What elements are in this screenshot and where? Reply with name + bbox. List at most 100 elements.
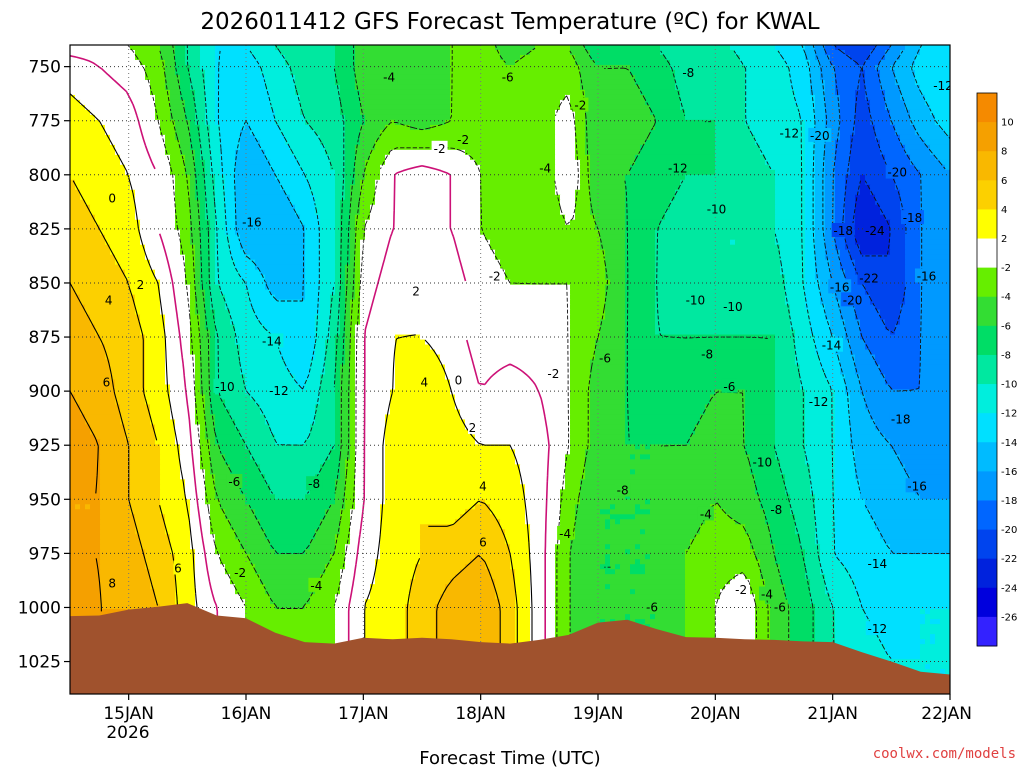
temperature-cell <box>240 139 261 146</box>
temperature-cell <box>320 469 341 475</box>
temperature-cell <box>935 639 950 645</box>
temperature-cell <box>95 219 141 226</box>
temperature-cell <box>200 254 211 261</box>
temperature-cell <box>200 219 211 226</box>
temperature-cell <box>815 159 826 166</box>
temperature-cell <box>605 294 626 301</box>
temperature-cell <box>555 159 581 166</box>
temperature-cell <box>325 509 341 515</box>
temperature-cell <box>915 59 950 66</box>
temperature-cell <box>895 324 921 331</box>
temperature-cell <box>625 439 691 445</box>
temperature-cell <box>590 369 626 376</box>
temperature-cell <box>625 249 656 256</box>
temperature-cell <box>130 179 176 186</box>
temperature-cell <box>555 149 576 156</box>
temperature-cell <box>715 144 761 151</box>
temperature-cell <box>140 544 171 550</box>
temperature-cell <box>315 404 336 411</box>
temperature-cell <box>210 529 236 535</box>
temperature-cell <box>790 509 816 515</box>
temperature-cell <box>340 399 351 406</box>
temperature-cell <box>835 174 846 181</box>
temperature-cell <box>110 244 146 251</box>
temperature-cell <box>335 419 341 426</box>
temperature-cell <box>815 274 831 281</box>
temperature-cell <box>395 339 426 346</box>
temperature-cell <box>565 454 586 460</box>
temperature-cell <box>215 264 236 271</box>
temperature-cell <box>855 314 881 321</box>
temperature-cell <box>195 359 201 366</box>
temperature-cell <box>355 454 386 460</box>
temperature-cell <box>835 169 851 176</box>
temperature-cell <box>210 304 226 311</box>
temperature-cell <box>190 229 201 236</box>
temperature-cell <box>335 169 346 176</box>
temperature-cell <box>75 184 131 191</box>
temperature-cell <box>840 104 856 111</box>
contour-label-bg <box>572 97 589 112</box>
temperature-cell <box>915 129 946 136</box>
temperature-cell <box>70 249 111 256</box>
temperature-cell <box>885 649 921 655</box>
temperature-cell <box>70 139 111 146</box>
temperature-cell <box>625 424 696 431</box>
temperature-cell <box>890 119 911 126</box>
temperature-cell <box>100 514 136 520</box>
temperature-cell <box>245 599 271 605</box>
temperature-cell <box>335 389 341 396</box>
temperature-cell <box>715 124 751 131</box>
temperature-cell <box>650 454 751 460</box>
temperature-cell <box>330 334 336 341</box>
temperature-cell <box>835 624 871 630</box>
temperature-cell <box>920 319 950 326</box>
temperature-cell <box>115 144 166 151</box>
temperature-cell <box>805 54 816 61</box>
temperature-cell <box>355 339 396 346</box>
temperature-cell <box>335 344 346 351</box>
temperature-cell <box>595 224 626 231</box>
temperature-cell <box>380 514 461 520</box>
temperature-cell <box>625 429 696 435</box>
temperature-cell <box>335 354 346 361</box>
temperature-cell <box>690 539 751 545</box>
colorbar-swatch <box>977 325 997 356</box>
temperature-cell <box>865 59 881 66</box>
temperature-cell <box>215 54 256 61</box>
temperature-cell <box>335 254 341 261</box>
temperature-cell <box>265 479 316 485</box>
temperature-cell <box>585 454 631 460</box>
temperature-cell <box>395 349 436 356</box>
temperature-cell <box>210 149 221 156</box>
temperature-cell <box>345 469 356 475</box>
temperature-cell <box>790 494 816 500</box>
temperature-cell <box>290 194 316 201</box>
temperature-cell <box>655 319 791 326</box>
temperature-cell <box>775 419 806 426</box>
temperature-cell <box>280 124 311 131</box>
temperature-cell <box>340 444 351 450</box>
temperature-cell <box>170 399 196 406</box>
temperature-cell <box>530 609 556 615</box>
temperature-cell <box>405 634 436 640</box>
temperature-cell <box>70 414 86 421</box>
temperature-cell <box>835 629 876 635</box>
temperature-cell <box>590 389 626 396</box>
temperature-cell <box>160 449 181 455</box>
temperature-cell <box>855 209 881 216</box>
temperature-cell <box>920 369 950 376</box>
temperature-cell <box>70 354 106 361</box>
temperature-cell <box>805 209 816 216</box>
temperature-cell <box>145 384 171 391</box>
temperature-cell <box>715 154 766 161</box>
temperature-cell <box>70 449 101 455</box>
temperature-cell <box>110 364 146 371</box>
temperature-cell <box>100 604 161 610</box>
temperature-cell <box>320 259 336 266</box>
temperature-cell <box>880 364 921 371</box>
temperature-cell <box>775 45 806 51</box>
temperature-cell <box>215 439 246 445</box>
temperature-cell <box>920 199 950 206</box>
temperature-cell <box>355 374 396 381</box>
